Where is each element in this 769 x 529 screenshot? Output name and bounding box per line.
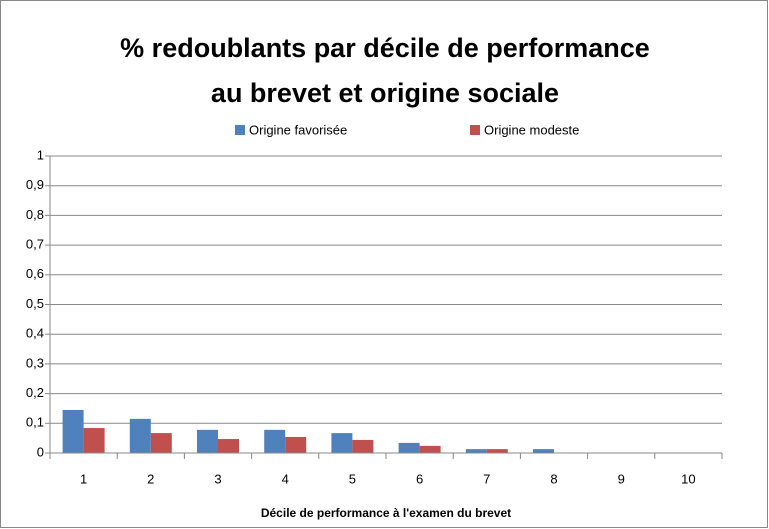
bar bbox=[62, 409, 84, 453]
bar bbox=[197, 429, 218, 453]
x-tick-label: 10 bbox=[681, 471, 695, 486]
bar bbox=[465, 449, 487, 453]
y-tick-label: 0,8 bbox=[26, 207, 44, 222]
y-tick-label: 0,6 bbox=[26, 266, 44, 281]
y-tick-label: 0,3 bbox=[26, 355, 44, 370]
y-tick-label: 0,5 bbox=[26, 296, 44, 311]
bar bbox=[150, 433, 172, 453]
x-tick-label: 4 bbox=[282, 471, 289, 486]
x-tick-label: 2 bbox=[147, 471, 154, 486]
chart-title: % redoublants par décile de performance bbox=[120, 33, 650, 63]
y-tick-label: 0,1 bbox=[26, 415, 44, 430]
y-tick-label: 0 bbox=[37, 444, 44, 459]
legend-swatch bbox=[470, 125, 480, 135]
bar bbox=[486, 449, 508, 453]
x-tick-label: 5 bbox=[349, 471, 356, 486]
bar bbox=[218, 439, 239, 453]
x-tick-label: 8 bbox=[550, 471, 557, 486]
bar bbox=[352, 439, 374, 453]
bar bbox=[83, 428, 105, 453]
x-tick-label: 6 bbox=[416, 471, 423, 486]
legend-swatch bbox=[235, 125, 245, 135]
x-tick-label: 7 bbox=[483, 471, 490, 486]
legend-label: Origine modeste bbox=[484, 122, 579, 137]
bar bbox=[419, 445, 441, 453]
legend-label: Origine favorisée bbox=[249, 122, 347, 137]
y-tick-label: 0,2 bbox=[26, 385, 44, 400]
y-tick-label: 0,4 bbox=[26, 326, 44, 341]
bar bbox=[398, 442, 420, 453]
chart-title: au brevet et origine sociale bbox=[211, 78, 559, 108]
bar bbox=[533, 449, 554, 453]
y-tick-label: 1 bbox=[37, 147, 44, 162]
x-axis-title: Décile de performance à l'examen du brev… bbox=[261, 506, 511, 520]
y-tick-label: 0,9 bbox=[26, 177, 44, 192]
y-tick-label: 0,7 bbox=[26, 237, 44, 252]
x-tick-label: 1 bbox=[80, 471, 87, 486]
bar bbox=[129, 418, 151, 453]
bar bbox=[285, 436, 307, 453]
bar bbox=[331, 433, 353, 453]
x-tick-label: 3 bbox=[214, 471, 221, 486]
bar bbox=[264, 429, 286, 453]
x-tick-label: 9 bbox=[618, 471, 625, 486]
